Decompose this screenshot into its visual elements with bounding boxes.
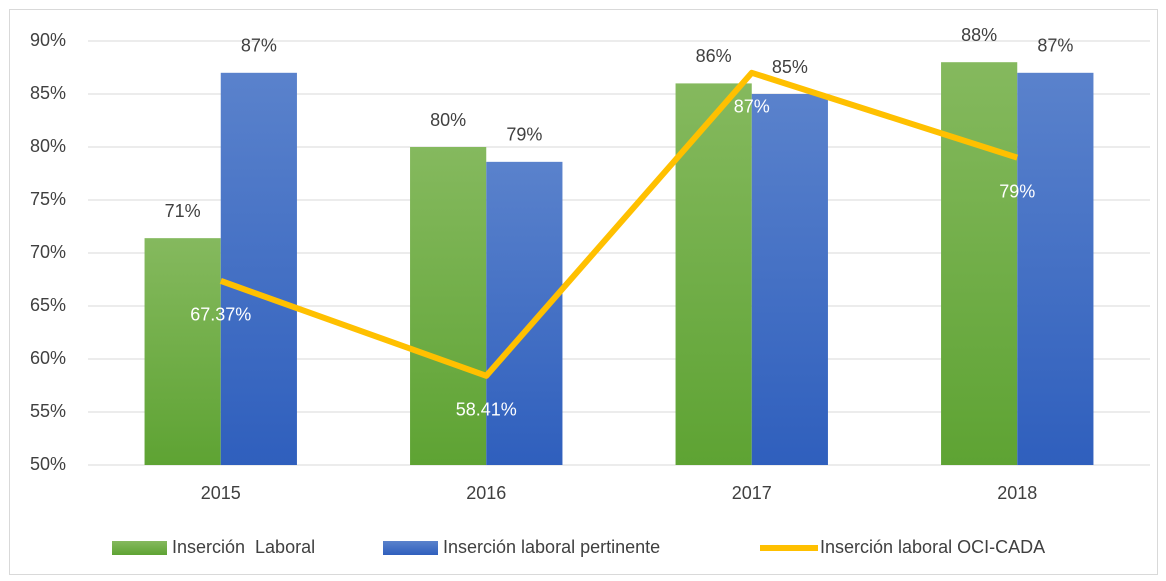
bar [220,72,297,466]
bar [144,238,221,465]
bar [941,62,1018,465]
x-tick-label: 2015 [201,483,241,503]
y-tick-label: 50% [30,454,66,474]
data-label: 71% [165,201,201,221]
bar [486,161,563,465]
line-data-label: 58.41% [456,400,517,420]
legend-label: Inserción laboral pertinente [443,537,660,557]
bar [675,83,752,466]
bar [410,147,487,465]
y-tick-label: 70% [30,242,66,262]
line-data-label: 79% [999,181,1035,201]
y-tick-label: 85% [30,83,66,103]
y-tick-label: 60% [30,348,66,368]
data-label: 87% [1037,36,1073,56]
legend-label: Inserción Laboral [172,537,315,557]
x-tick-label: 2018 [997,483,1037,503]
line-data-label: 67.37% [190,305,251,325]
data-label: 80% [430,110,466,130]
data-label: 87% [241,36,277,56]
bar [1017,72,1094,466]
y-tick-label: 90% [30,30,66,50]
x-tick-label: 2017 [732,483,772,503]
line [219,69,1019,379]
legend-swatch [383,541,438,555]
legend-label: Inserción laboral OCI-CADA [820,537,1045,557]
y-tick-label: 65% [30,295,66,315]
y-tick-label: 80% [30,136,66,156]
data-label: 85% [772,57,808,77]
data-label: 79% [506,125,542,145]
bar [751,94,828,465]
line-data-label: 87% [734,97,770,117]
y-tick-label: 75% [30,189,66,209]
data-label: 86% [696,46,732,66]
y-tick-label: 55% [30,401,66,421]
x-tick-label: 2016 [466,483,506,503]
data-label: 88% [961,25,997,45]
legend-swatch [112,541,167,555]
